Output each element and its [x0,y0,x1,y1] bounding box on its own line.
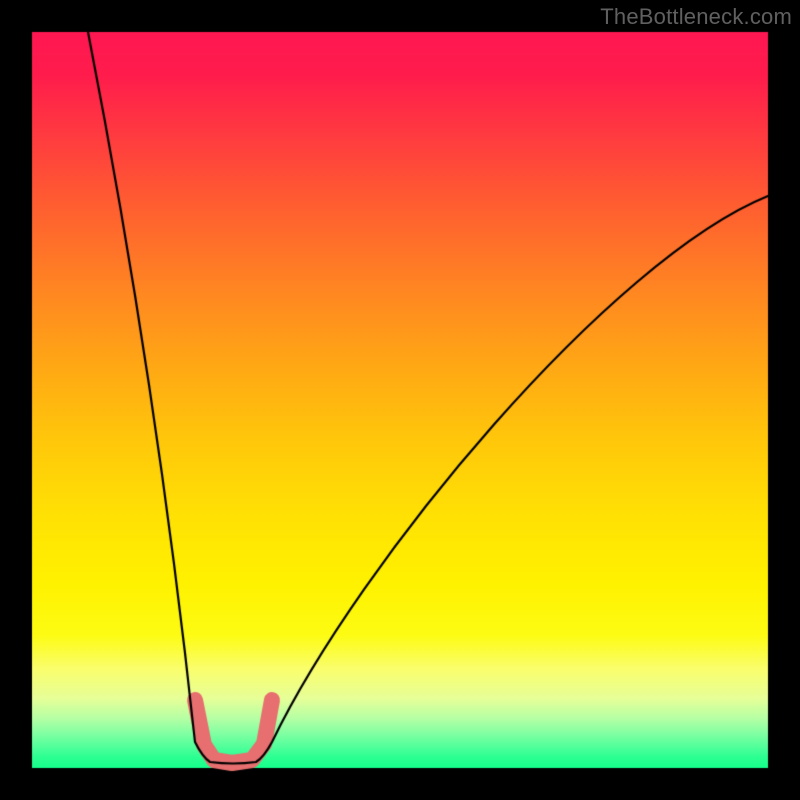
bottleneck-chart-canvas [0,0,800,800]
chart-stage: TheBottleneck.com [0,0,800,800]
